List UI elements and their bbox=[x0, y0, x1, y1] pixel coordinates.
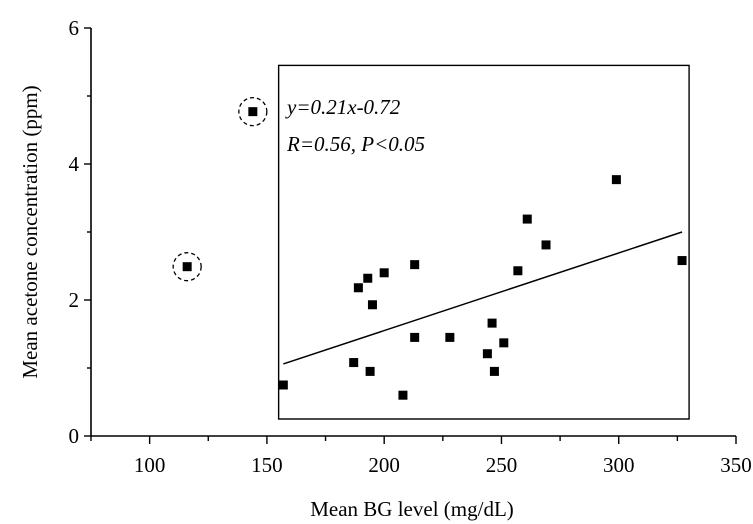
data-point bbox=[349, 358, 359, 368]
data-point bbox=[353, 283, 363, 293]
data-point bbox=[487, 318, 497, 328]
outlier-point bbox=[182, 262, 192, 272]
x-tick-label: 250 bbox=[486, 453, 518, 477]
data-point bbox=[410, 332, 420, 342]
y-tick-label: 0 bbox=[69, 424, 80, 448]
data-point bbox=[522, 214, 532, 224]
regression-stats: R=0.56, P<0.05 bbox=[286, 132, 425, 156]
x-tick-label: 300 bbox=[603, 453, 635, 477]
data-point bbox=[445, 332, 455, 342]
data-point bbox=[363, 273, 373, 283]
y-tick-label: 6 bbox=[69, 16, 80, 40]
inset-box-group bbox=[277, 64, 690, 420]
x-tick-label: 200 bbox=[368, 453, 400, 477]
x-tick-label: 100 bbox=[134, 453, 166, 477]
data-point bbox=[513, 266, 523, 276]
data-point bbox=[398, 390, 408, 400]
x-axis-title: Mean BG level (mg/dL) bbox=[310, 497, 514, 521]
outlier-point bbox=[248, 107, 258, 117]
data-point bbox=[499, 338, 509, 348]
data-point bbox=[541, 240, 551, 250]
regression-line bbox=[283, 231, 683, 365]
data-point bbox=[278, 380, 288, 390]
data-point bbox=[367, 300, 377, 310]
data-point bbox=[365, 366, 375, 376]
x-tick-label: 150 bbox=[251, 453, 283, 477]
data-points bbox=[172, 96, 687, 400]
inset-box bbox=[277, 64, 690, 420]
y-tick-label: 2 bbox=[69, 288, 80, 312]
y-tick-label: 4 bbox=[69, 152, 80, 176]
data-point bbox=[677, 256, 687, 266]
data-point bbox=[611, 175, 621, 185]
outlier-circle bbox=[238, 96, 268, 127]
outlier-circle bbox=[172, 252, 202, 282]
data-point bbox=[379, 268, 389, 278]
data-point bbox=[482, 349, 492, 359]
regression-equation: y=0.21x-0.72 bbox=[285, 95, 401, 119]
y-axis-title: Mean acetone concentration (ppm) bbox=[18, 85, 42, 378]
x-tick-label: 350 bbox=[720, 453, 752, 477]
data-point bbox=[410, 260, 420, 270]
data-point bbox=[489, 366, 499, 376]
axes: 100 150 200 250 300 350 0 2 4 6 bbox=[69, 16, 752, 477]
